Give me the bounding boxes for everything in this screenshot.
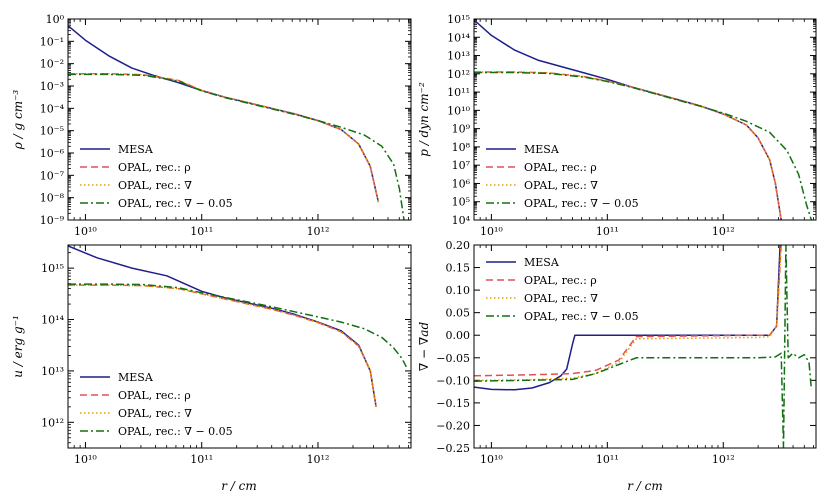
series-line-mesa: [68, 25, 380, 203]
y-tick-label: −0.20: [436, 419, 470, 432]
y-tick-label: 10¹⁵: [41, 262, 64, 275]
y-tick-label: 10¹⁴: [41, 314, 64, 327]
y-tick-label: 10¹³: [41, 365, 64, 378]
series-line-grad: [68, 72, 380, 203]
legend-label-grad: OPAL, rec.: ∇: [524, 292, 598, 305]
x-tick-label: 10¹²: [712, 225, 735, 238]
y-tick-label: 0.20: [446, 239, 471, 252]
y-tick-label: 0.05: [446, 307, 471, 320]
series-line-grad005: [68, 73, 405, 220]
y-tick-label: 10⁹: [452, 123, 471, 136]
y-tick-label: 10⁴: [452, 214, 471, 227]
y-tick-label: 10⁻⁶: [40, 147, 65, 160]
legend-label-mesa: MESA: [118, 371, 154, 384]
y-tick-label: 10¹³: [447, 50, 470, 63]
y-axis-label: p / dyn cm⁻²: [417, 82, 431, 157]
y-tick-label: 0.10: [446, 284, 471, 297]
x-tick-label: 10¹¹: [596, 453, 619, 466]
x-tick-label: 10¹²: [712, 453, 735, 466]
legend-label-grad005: OPAL, rec.: ∇ − 0.05: [118, 197, 233, 210]
y-tick-label: 10⁵: [452, 196, 470, 209]
plot-frame: [67, 244, 412, 449]
y-tick-label: 10⁻³: [40, 80, 64, 93]
y-tick-label: −0.10: [436, 374, 470, 387]
x-tick-label: 10¹²: [307, 225, 330, 238]
y-axis-label: u / erg g⁻¹: [11, 315, 25, 378]
series-group: [68, 25, 405, 220]
legend-label-rho: OPAL, rec.: ρ: [524, 274, 597, 287]
legend-label-grad005: OPAL, rec.: ∇ − 0.05: [118, 425, 233, 438]
legend-label-grad005: OPAL, rec.: ∇ − 0.05: [524, 197, 639, 210]
y-tick-label: 10¹²: [41, 416, 64, 429]
y-tick-label: 10¹²: [447, 68, 470, 81]
y-tick-label: 10¹⁵: [447, 13, 470, 26]
legend-label-grad: OPAL, rec.: ∇: [118, 179, 192, 192]
y-tick-label: 10¹⁴: [447, 31, 470, 44]
y-tick-label: 10⁰: [46, 13, 65, 26]
legend-label-rho: OPAL, rec.: ρ: [524, 161, 597, 174]
series-line-grad005: [474, 71, 813, 220]
y-tick-label: 10⁷: [452, 159, 471, 172]
series-line-rho: [474, 71, 782, 220]
legend-label-mesa: MESA: [524, 256, 560, 269]
legend-label-rho: OPAL, rec.: ρ: [118, 161, 191, 174]
legend-label-mesa: MESA: [524, 143, 560, 156]
plot-frame: [473, 244, 817, 449]
legend-label-grad005: OPAL, rec.: ∇ − 0.05: [524, 310, 639, 323]
series-group: [68, 245, 407, 408]
legend-label-rho: OPAL, rec.: ρ: [118, 389, 191, 402]
series-line-grad: [474, 245, 782, 382]
panel-internal-energy: 10¹⁰ 10¹¹ 10¹² 10¹² 10¹³ 10¹⁴ 10¹⁵ u / erg g⁻¹ M…: [11, 244, 412, 466]
y-tick-label: −0.05: [436, 352, 470, 365]
y-tick-label: 10¹¹: [447, 86, 470, 99]
panel-gradient-excess: 10¹⁰ 10¹¹ 10¹² −0.25 −0.20 −0.15 −0.10 −0.05 0.0…: [417, 239, 817, 466]
y-tick-label: 10⁻⁸: [40, 192, 65, 205]
y-tick-label: 10⁸: [452, 141, 471, 154]
y-axis-label: ∇ − ∇ad: [417, 322, 431, 372]
x-tick-label: 10¹⁰: [480, 453, 503, 466]
series-line-rho: [68, 284, 377, 408]
y-tick-label: 10⁻⁹: [40, 214, 65, 227]
x-tick-label: 10¹⁰: [74, 225, 97, 238]
y-tick-label: 10⁻¹: [40, 35, 64, 48]
series-line-grad005: [68, 283, 407, 368]
y-axis-label: ρ / g cm⁻³: [11, 90, 25, 151]
x-tick-label: 10¹¹: [190, 225, 213, 238]
x-tick-label: 10¹⁰: [74, 453, 97, 466]
series-line-grad005: [474, 245, 813, 448]
x-tick-label: 10¹¹: [190, 453, 213, 466]
y-tick-label: 0.00: [446, 329, 471, 342]
series-line-rho: [68, 72, 380, 203]
x-tick-label: 10¹¹: [596, 225, 619, 238]
plot-frame: [67, 18, 412, 221]
y-tick-label: 10⁻⁴: [40, 102, 65, 115]
series-line-grad: [68, 284, 377, 408]
x-axis-label-left: r / cm: [221, 479, 257, 493]
panel-density: 10¹⁰ 10¹¹ 10¹² 10⁻⁹ 10⁻⁸ 10⁻⁷ 10⁻⁶ 10⁻⁵ 10⁻⁴ 10⁻³…: [11, 13, 412, 238]
y-tick-label: 10⁻⁷: [40, 169, 65, 182]
y-tick-label: 10⁻⁵: [40, 125, 64, 138]
legend-label-grad: OPAL, rec.: ∇: [524, 179, 598, 192]
panel-pressure: 10¹⁰ 10¹¹ 10¹² 10⁴ 10⁵ 10⁶ 10⁷ 10⁸ 10⁹ 10¹⁰ 10¹¹ 10…: [417, 13, 817, 238]
legend-label-grad: OPAL, rec.: ∇: [118, 407, 192, 420]
y-tick-label: −0.15: [436, 397, 470, 410]
legend-label-mesa: MESA: [118, 143, 154, 156]
y-tick-label: −0.25: [436, 442, 470, 455]
x-tick-label: 10¹⁰: [480, 225, 503, 238]
y-tick-label: 10⁻²: [40, 58, 64, 71]
series-line-mesa: [68, 245, 377, 408]
x-axis-label-right: r / cm: [627, 479, 663, 493]
series-group: [474, 19, 813, 220]
x-tick-label: 10¹²: [307, 453, 330, 466]
y-tick-label: 10¹⁰: [447, 104, 470, 117]
series-group: [474, 245, 813, 448]
plot-frame: [473, 18, 817, 221]
y-tick-label: 10⁶: [452, 177, 471, 190]
y-tick-label: 0.15: [446, 262, 471, 275]
